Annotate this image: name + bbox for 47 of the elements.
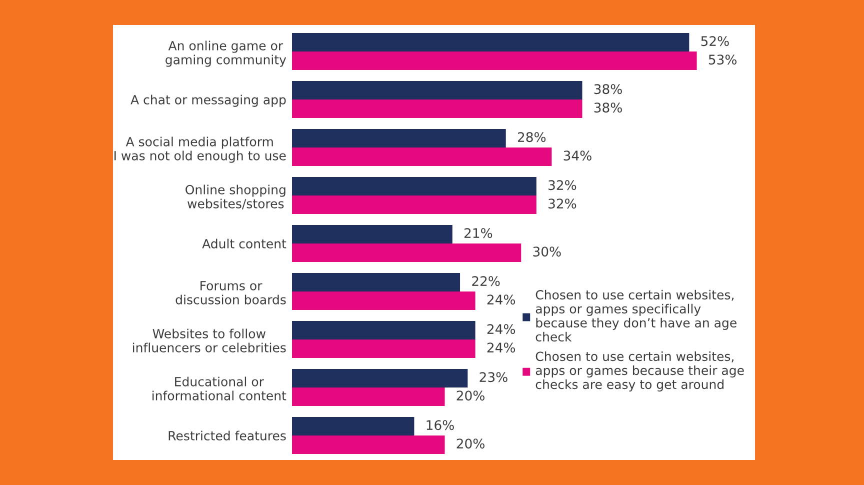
bar bbox=[292, 100, 582, 118]
data-label: 24% bbox=[487, 342, 516, 353]
y-tick-label: An online game or gaming community bbox=[166, 40, 286, 67]
bar bbox=[292, 225, 452, 244]
y-tick-label: A chat or messaging app bbox=[130, 94, 286, 107]
y-tick-label: Websites to follow influencers or celebrities bbox=[133, 328, 286, 352]
data-label: 21% bbox=[464, 228, 492, 238]
bar bbox=[292, 388, 445, 406]
bar bbox=[292, 129, 506, 148]
bar bbox=[292, 244, 522, 262]
legend-label: Chosen to use certain websites, apps or games specifically because they don’t have an age check bbox=[536, 290, 736, 342]
legend-label: Chosen to use certain websites, apps or games because their age checks are easy to get around bbox=[536, 351, 744, 392]
bar bbox=[292, 52, 697, 70]
data-label: 16% bbox=[426, 420, 454, 430]
data-label: 53% bbox=[708, 54, 737, 65]
data-label: 38% bbox=[594, 102, 622, 113]
bar bbox=[292, 148, 552, 166]
data-label: 20% bbox=[456, 438, 484, 449]
y-tick-label: Online shopping websites/stores bbox=[186, 184, 286, 210]
data-label: 28% bbox=[518, 132, 546, 142]
bar bbox=[292, 369, 468, 388]
data-label: 23% bbox=[480, 372, 508, 382]
data-label: 32% bbox=[548, 198, 576, 209]
bar bbox=[292, 321, 476, 340]
data-label: 22% bbox=[472, 276, 500, 286]
bar bbox=[292, 417, 414, 436]
data-label: 32% bbox=[548, 180, 576, 190]
y-tick-label: Adult content bbox=[202, 238, 286, 248]
bar bbox=[292, 196, 536, 214]
data-label: 24% bbox=[487, 294, 516, 305]
data-label: 20% bbox=[456, 390, 484, 401]
y-tick-label: A social media platform I was not old enough to use bbox=[114, 136, 286, 163]
bar bbox=[292, 292, 476, 310]
data-label: 24% bbox=[487, 324, 516, 334]
data-label: 38% bbox=[594, 84, 622, 94]
data-label: 34% bbox=[564, 150, 592, 161]
bar bbox=[292, 436, 445, 454]
y-tick-label: Forums or discussion boards bbox=[176, 281, 286, 304]
bar bbox=[292, 273, 460, 292]
data-label: 30% bbox=[533, 246, 561, 257]
y-tick-label: Educational or informational content bbox=[152, 376, 286, 400]
bar bbox=[292, 177, 536, 196]
bar bbox=[292, 33, 690, 52]
data-label: 52% bbox=[701, 36, 729, 46]
y-tick-label: Restricted features bbox=[168, 430, 286, 440]
bar bbox=[292, 340, 476, 358]
bar bbox=[292, 81, 582, 100]
